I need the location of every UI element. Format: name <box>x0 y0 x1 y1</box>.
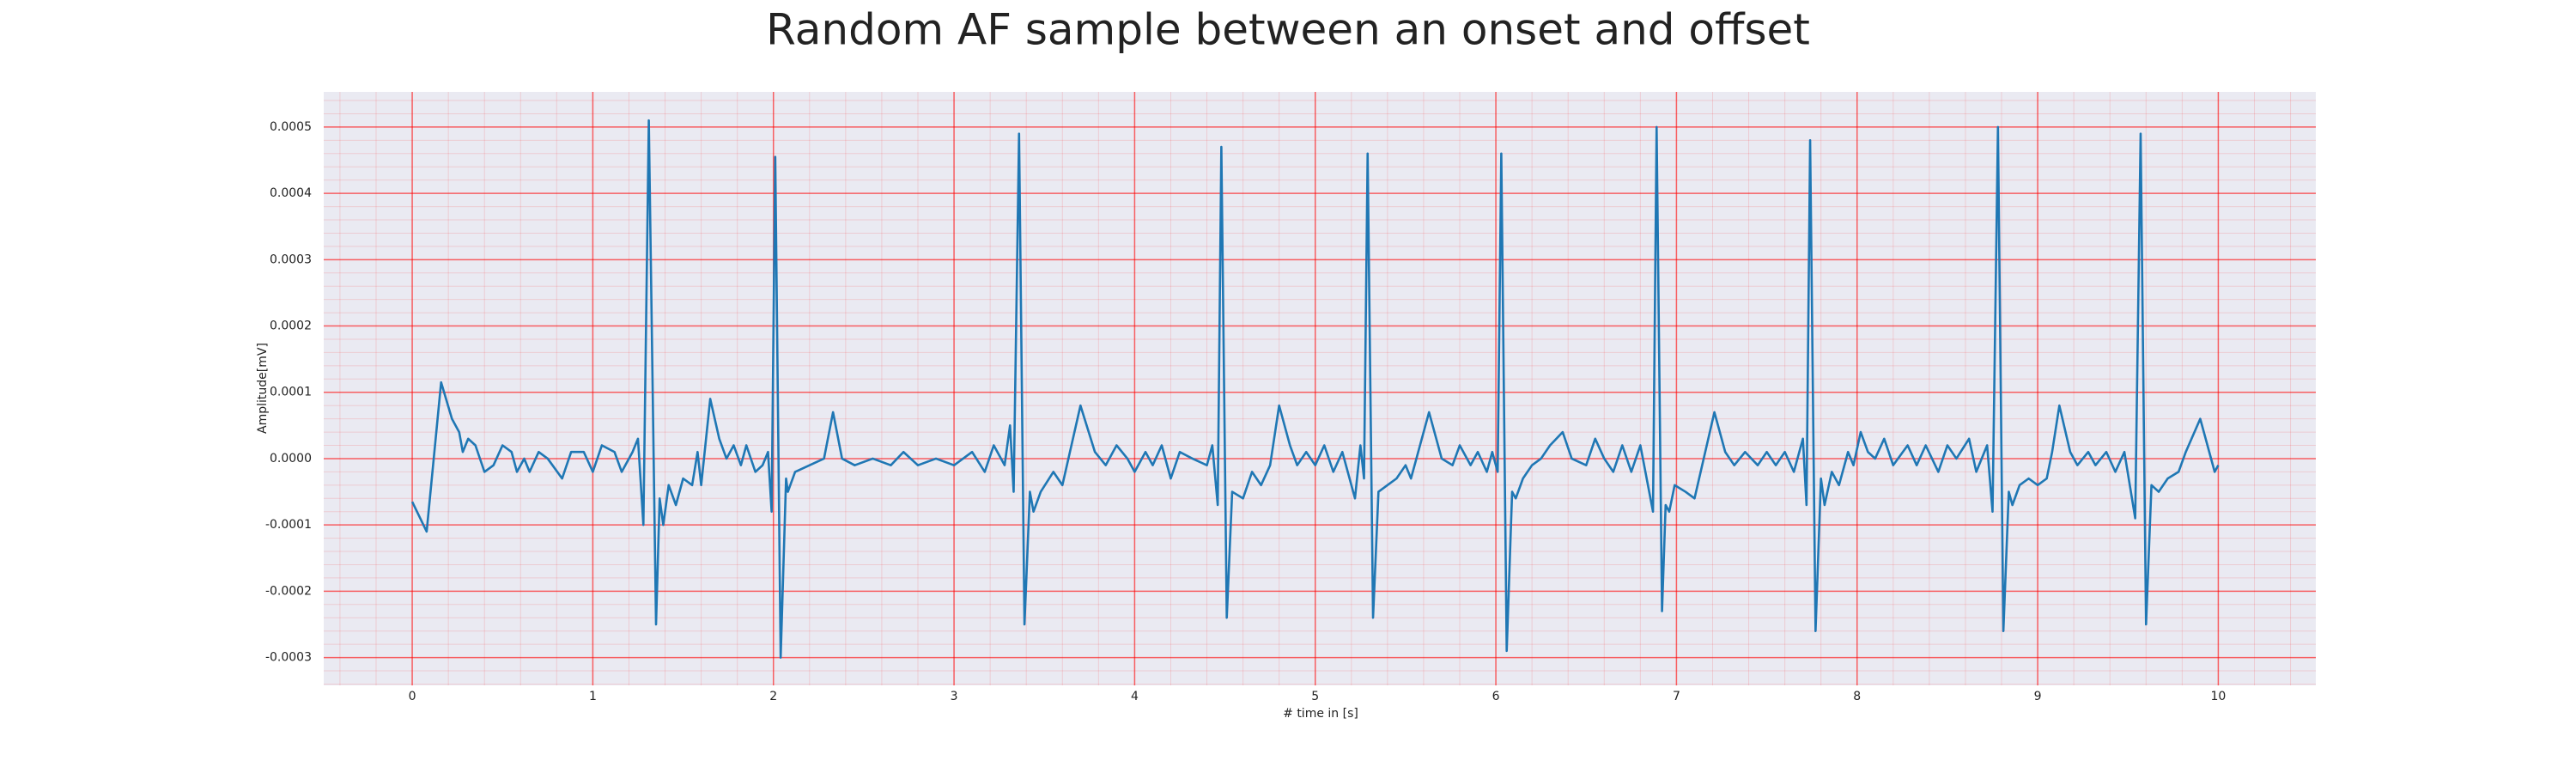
x-tick-label: 5 <box>1311 690 1319 703</box>
x-tick-label: 0 <box>409 690 416 703</box>
x-tick-label: 1 <box>589 690 597 703</box>
x-tick-label: 8 <box>1853 690 1861 703</box>
y-tick-label: -0.0003 <box>265 651 312 665</box>
x-tick-label: 3 <box>951 690 958 703</box>
x-tick-label: 9 <box>2034 690 2042 703</box>
y-tick-label: 0.0002 <box>270 320 312 333</box>
x-tick-label: 10 <box>2211 690 2227 703</box>
y-tick-label: 0.0005 <box>270 120 312 134</box>
y-tick-label: 0.0001 <box>270 386 312 399</box>
y-tick-label: 0.0004 <box>270 186 312 200</box>
y-axis-label: Amplitude[mV] <box>256 343 270 434</box>
y-tick-label: -0.0001 <box>265 518 312 532</box>
x-tick-label: 4 <box>1131 690 1139 703</box>
y-tick-label: 0.0003 <box>270 253 312 266</box>
y-tick-label: 0.0000 <box>270 452 312 466</box>
ecg-line <box>410 119 2220 659</box>
x-tick-label: 7 <box>1673 690 1680 703</box>
x-tick-label: 6 <box>1492 690 1500 703</box>
plot-area <box>324 92 2316 685</box>
x-tick-label: 2 <box>769 690 777 703</box>
x-axis-label: # time in [s] <box>1283 707 1358 721</box>
chart-title: Random AF sample between an onset and of… <box>766 5 1810 55</box>
y-tick-label: -0.0002 <box>265 584 312 598</box>
